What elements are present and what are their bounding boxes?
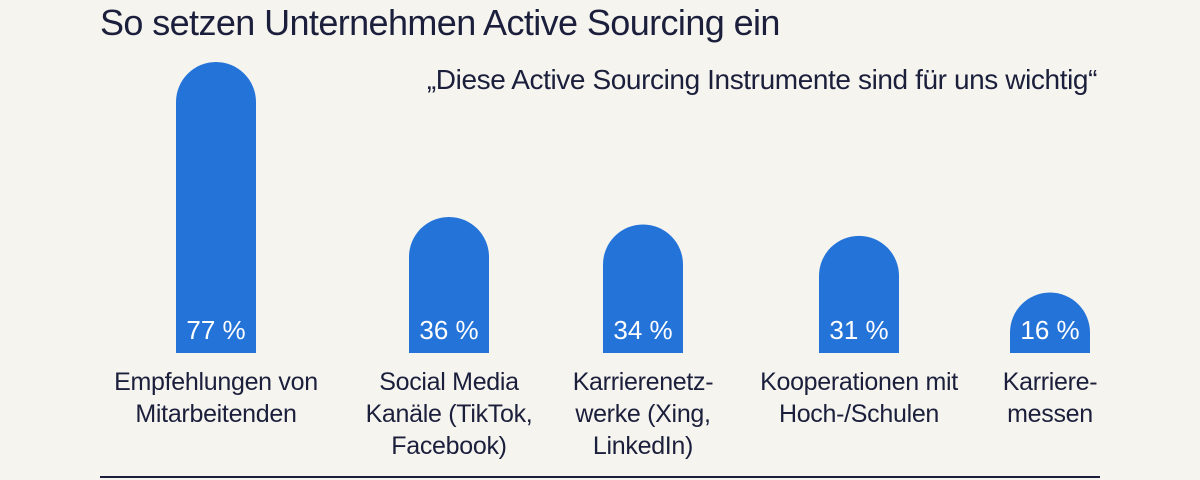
bars-group: 77 % 36 % 34 % 31 % 16 % [176, 62, 1090, 353]
category-label-line: messen [1007, 400, 1093, 428]
bar-value-label-3: 34 % [613, 315, 672, 345]
category-label-line: Kooperationen mit [760, 368, 958, 396]
category-label-line: Karriere- [1002, 368, 1098, 396]
bar-2 [409, 216, 489, 353]
category-label-line: Facebook) [391, 432, 507, 460]
bar-value-label-4: 31 % [829, 315, 888, 345]
category-label-2: Social Media Kanäle (TikTok, Facebook) [324, 366, 574, 462]
category-label-line: werke (Xing, [575, 400, 711, 428]
bar-value-label-2: 36 % [419, 315, 478, 345]
bar-3 [603, 224, 683, 353]
bar-1 [176, 62, 256, 353]
category-label-4: Kooperationen mit Hoch-/Schulen [734, 366, 984, 430]
bar-5 [1010, 292, 1090, 353]
category-label-line: Kanäle (TikTok, [365, 400, 533, 428]
category-label-line: LinkedIn) [592, 432, 694, 460]
category-label-line: Mitarbeitenden [135, 400, 297, 428]
bar-value-label-5: 16 % [1020, 315, 1079, 345]
category-label-line: Empfehlungen von [114, 368, 318, 396]
bar-4 [819, 235, 899, 353]
category-label-3: Karrierenetz-werke (Xing, LinkedIn) [518, 366, 768, 462]
bar-value-label-1: 77 % [186, 315, 245, 345]
category-label-1: Empfehlungen von Mitarbeitenden [91, 366, 341, 430]
baseline [100, 476, 1100, 478]
chart-subtitle: „Diese Active Sourcing Instrumente sind … [426, 64, 1098, 95]
category-label-line: Hoch-/Schulen [778, 400, 940, 428]
category-label-line: Karrierenetz- [572, 368, 714, 396]
category-label-line: Social Media [379, 368, 519, 396]
category-label-5: Karriere-messen [925, 366, 1175, 430]
chart-title: So setzen Unternehmen Active Sourcing ei… [100, 2, 780, 43]
